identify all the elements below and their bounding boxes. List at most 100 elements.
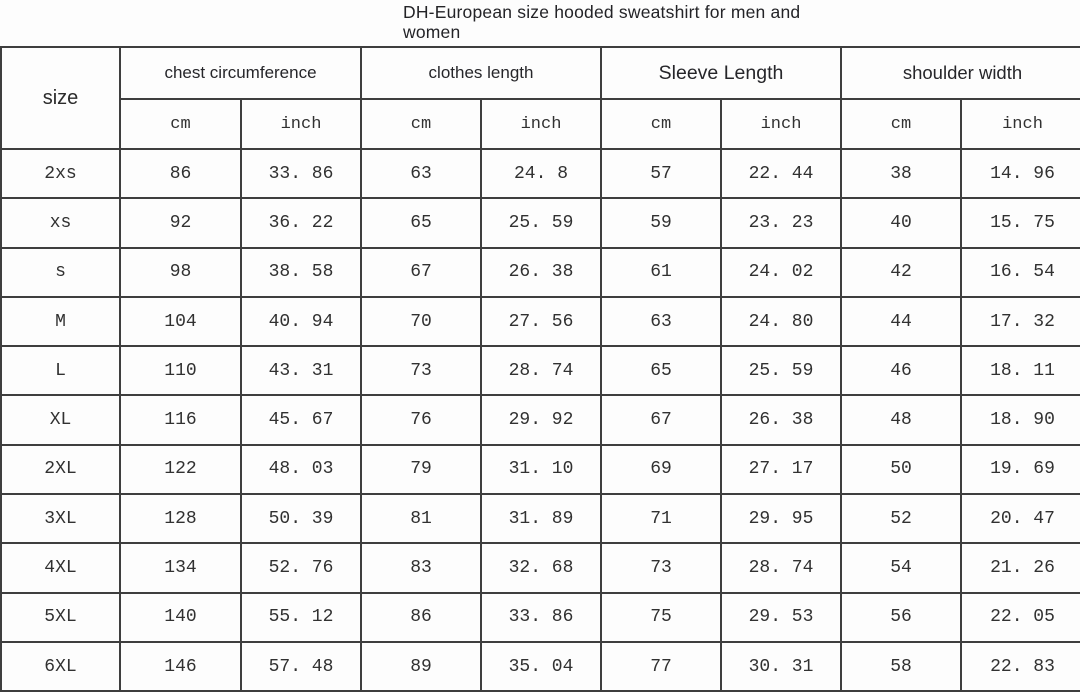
size-cell: 5XL [0,591,121,643]
value-cell: 31. 89 [480,493,602,545]
value-cell: 73 [600,542,722,594]
value-cell: 21. 26 [959,542,1080,594]
value-cell: 79 [360,443,482,496]
size-cell: M [0,295,121,348]
value-cell: 28. 74 [480,345,602,397]
value-cell: 98 [119,246,242,298]
value-cell: 32. 68 [480,542,602,594]
table-row: XL 116 45. 67 76 29. 92 67 26. 38 48 18. 90 [0,394,1080,446]
value-cell: 128 [119,493,242,545]
value-cell: 27. 56 [480,295,602,348]
value-cell: 86 [360,591,482,643]
value-cell: 73 [360,345,482,397]
value-cell: 116 [119,394,242,446]
value-cell: 140 [119,591,242,643]
value-cell: 92 [119,197,242,249]
value-cell: 67 [600,394,722,446]
value-cell: 65 [360,197,482,249]
size-cell: xs [0,197,121,249]
size-chart-table: size chest circumference clothes length … [0,46,1080,692]
value-cell: 28. 74 [720,542,842,594]
value-cell: 15. 75 [959,197,1080,249]
table-row: 3XL 128 50. 39 81 31. 89 71 29. 95 52 20. 47 [0,493,1080,545]
value-cell: 69 [600,443,722,496]
value-cell: 27. 17 [720,443,842,496]
value-cell: 67 [360,246,482,298]
size-cell: s [0,246,121,298]
chest-cm-header: cm [119,98,242,150]
value-cell: 42 [840,246,962,298]
table-row: L 110 43. 31 73 28. 74 65 25. 59 46 18. 11 [0,345,1080,397]
clothes-cm-header: cm [360,98,482,150]
value-cell: 89 [360,640,482,692]
value-cell: 54 [840,542,962,594]
table-row: xs 92 36. 22 65 25. 59 59 23. 23 40 15. 75 [0,197,1080,249]
value-cell: 40. 94 [240,295,362,348]
value-cell: 18. 11 [959,345,1080,397]
value-cell: 17. 32 [959,295,1080,348]
value-cell: 43. 31 [240,345,362,397]
value-cell: 55. 12 [240,591,362,643]
value-cell: 33. 86 [240,147,362,200]
value-cell: 52 [840,493,962,545]
value-cell: 61 [600,246,722,298]
value-cell: 20. 47 [959,493,1080,545]
table-row: s 98 38. 58 67 26. 38 61 24. 02 42 16. 54 [0,246,1080,298]
value-cell: 48 [840,394,962,446]
value-cell: 19. 69 [959,443,1080,496]
value-cell: 77 [600,640,722,692]
table-body: 2xs 86 33. 86 63 24. 8 57 22. 44 38 14. 96 xs 92 36… [0,147,1080,692]
table-row: 5XL 140 55. 12 86 33. 86 75 29. 53 56 22. 05 [0,591,1080,643]
value-cell: 38. 58 [240,246,362,298]
value-cell: 24. 02 [720,246,842,298]
value-cell: 75 [600,591,722,643]
value-cell: 18. 90 [959,394,1080,446]
value-cell: 86 [119,147,242,200]
value-cell: 122 [119,443,242,496]
size-cell: 3XL [0,493,121,545]
shoulder-inch-header: inch [959,98,1080,150]
value-cell: 83 [360,542,482,594]
value-cell: 31. 10 [480,443,602,496]
value-cell: 63 [600,295,722,348]
value-cell: 58 [840,640,962,692]
header-row-groups: size chest circumference clothes length … [0,46,1080,150]
value-cell: 25. 59 [480,197,602,249]
value-cell: 22. 83 [959,640,1080,692]
value-cell: 22. 05 [959,591,1080,643]
clothes-inch-header: inch [480,98,602,150]
size-column-header: size [0,46,121,150]
value-cell: 45. 67 [240,394,362,446]
value-cell: 110 [119,345,242,397]
value-cell: 14. 96 [959,147,1080,200]
value-cell: 23. 23 [720,197,842,249]
value-cell: 38 [840,147,962,200]
value-cell: 24. 8 [480,147,602,200]
chest-circumference-header: chest circumference [119,46,362,100]
size-cell: L [0,345,121,397]
value-cell: 24. 80 [720,295,842,348]
value-cell: 26. 38 [480,246,602,298]
value-cell: 59 [600,197,722,249]
value-cell: 50. 39 [240,493,362,545]
value-cell: 76 [360,394,482,446]
value-cell: 44 [840,295,962,348]
value-cell: 134 [119,542,242,594]
sleeve-length-header: Sleeve Length [600,46,842,100]
size-cell: 6XL [0,640,121,692]
shoulder-cm-header: cm [840,98,962,150]
size-cell: 2xs [0,147,121,200]
value-cell: 65 [600,345,722,397]
table-row: 6XL 146 57. 48 89 35. 04 77 30. 31 58 22. 83 [0,640,1080,692]
value-cell: 104 [119,295,242,348]
value-cell: 48. 03 [240,443,362,496]
value-cell: 40 [840,197,962,249]
value-cell: 29. 92 [480,394,602,446]
value-cell: 29. 53 [720,591,842,643]
value-cell: 56 [840,591,962,643]
sleeve-cm-header: cm [600,98,722,150]
value-cell: 57. 48 [240,640,362,692]
value-cell: 36. 22 [240,197,362,249]
size-cell: 2XL [0,443,121,496]
table-row: 4XL 134 52. 76 83 32. 68 73 28. 74 54 21. 26 [0,542,1080,594]
